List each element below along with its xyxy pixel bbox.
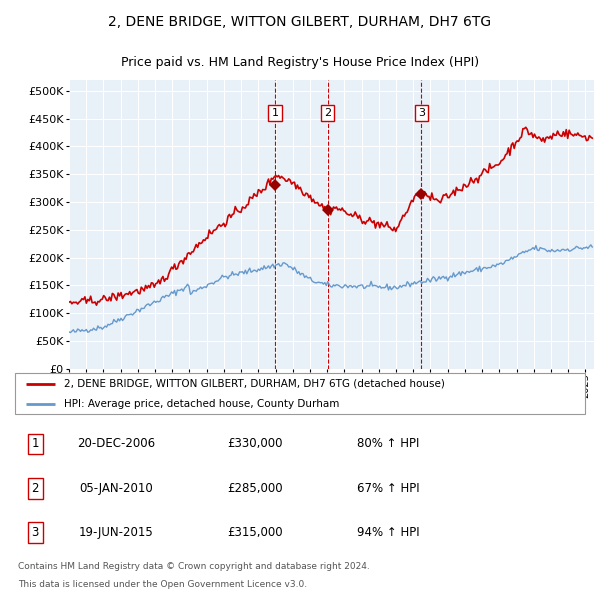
Text: 1: 1 — [272, 108, 278, 118]
FancyBboxPatch shape — [15, 373, 585, 414]
Text: 2, DENE BRIDGE, WITTON GILBERT, DURHAM, DH7 6TG: 2, DENE BRIDGE, WITTON GILBERT, DURHAM, … — [109, 15, 491, 30]
Text: 2, DENE BRIDGE, WITTON GILBERT, DURHAM, DH7 6TG (detached house): 2, DENE BRIDGE, WITTON GILBERT, DURHAM, … — [64, 379, 445, 389]
Text: 2: 2 — [31, 481, 39, 495]
Text: 1: 1 — [31, 437, 39, 450]
Text: 20-DEC-2006: 20-DEC-2006 — [77, 437, 155, 450]
Text: 19-JUN-2015: 19-JUN-2015 — [79, 526, 154, 539]
Text: 94% ↑ HPI: 94% ↑ HPI — [357, 526, 419, 539]
Text: 67% ↑ HPI: 67% ↑ HPI — [357, 481, 419, 495]
Text: £330,000: £330,000 — [227, 437, 283, 450]
Text: 80% ↑ HPI: 80% ↑ HPI — [357, 437, 419, 450]
Text: This data is licensed under the Open Government Licence v3.0.: This data is licensed under the Open Gov… — [18, 579, 307, 589]
Text: £315,000: £315,000 — [227, 526, 283, 539]
Text: 3: 3 — [418, 108, 425, 118]
Text: Price paid vs. HM Land Registry's House Price Index (HPI): Price paid vs. HM Land Registry's House … — [121, 55, 479, 68]
Text: 2: 2 — [324, 108, 331, 118]
Text: Contains HM Land Registry data © Crown copyright and database right 2024.: Contains HM Land Registry data © Crown c… — [18, 562, 370, 571]
Text: HPI: Average price, detached house, County Durham: HPI: Average price, detached house, Coun… — [64, 399, 340, 409]
Text: 05-JAN-2010: 05-JAN-2010 — [79, 481, 153, 495]
Text: 3: 3 — [31, 526, 39, 539]
Text: £285,000: £285,000 — [227, 481, 283, 495]
